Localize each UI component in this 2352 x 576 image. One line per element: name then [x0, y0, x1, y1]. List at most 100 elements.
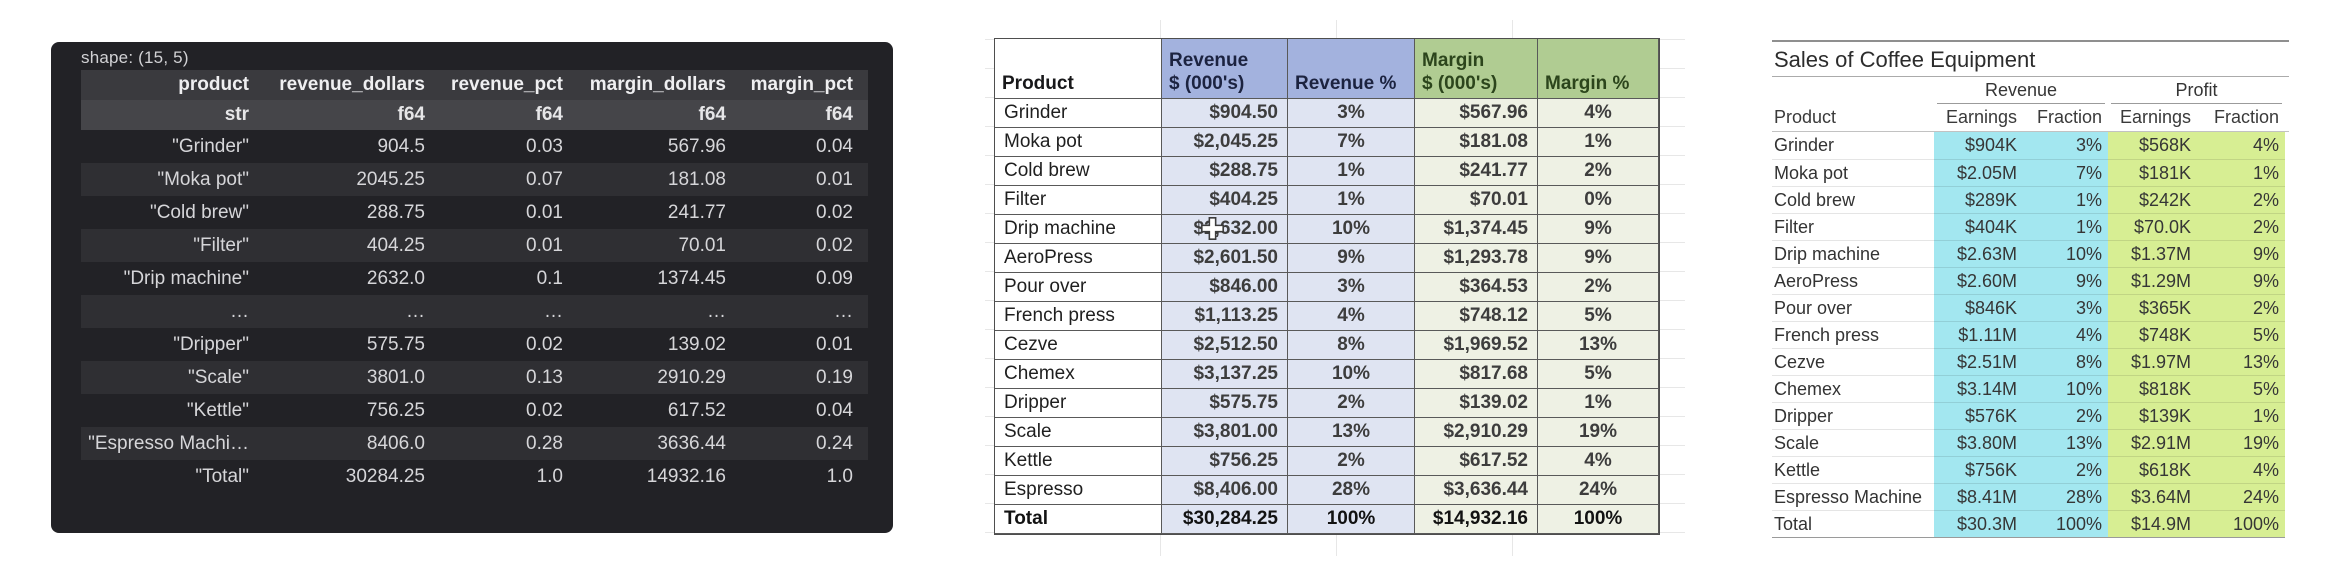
polars-data-row: "Filter" 404.25 0.01 70.01 0.02: [81, 229, 868, 262]
spreadsheet-row-cell[interactable]: 2%: [1538, 157, 1659, 186]
spreadsheet-row-cell[interactable]: $30,284.25: [1162, 505, 1288, 534]
spreadsheet-row-cell[interactable]: 1%: [1538, 389, 1659, 418]
dataframe-shape-label: shape: (15, 5): [81, 48, 189, 67]
report-row: Cezve $2.51M 8% $1.97M 13%: [1772, 348, 2285, 375]
spreadsheet-row-cell[interactable]: $846.00: [1162, 273, 1288, 302]
report-subheader-row-cell: Earnings: [1945, 107, 2017, 127]
spreadsheet-row-cell[interactable]: Pour over: [995, 273, 1162, 302]
spreadsheet-row-cell[interactable]: 9%: [1288, 244, 1415, 273]
spreadsheet-row-cell[interactable]: $3,636.44: [1415, 476, 1538, 505]
spreadsheet-row-cell[interactable]: Filter: [995, 186, 1162, 215]
spreadsheet-row-cell[interactable]: 9%: [1538, 215, 1659, 244]
spreadsheet-row-cell[interactable]: 0%: [1538, 186, 1659, 215]
spreadsheet-header-row-cell[interactable]: Margin %: [1538, 39, 1659, 99]
spreadsheet-row-cell[interactable]: $404.25: [1162, 186, 1288, 215]
spreadsheet-row-cell[interactable]: 24%: [1538, 476, 1659, 505]
spreadsheet-header-row-cell[interactable]: Revenue $ (000's): [1162, 39, 1288, 99]
spreadsheet-row-cell[interactable]: Grinder: [995, 99, 1162, 128]
report-row-cell: Espresso Machine: [1772, 483, 1934, 510]
spreadsheet-row-cell[interactable]: 100%: [1288, 505, 1415, 534]
spreadsheet-row-cell[interactable]: 10%: [1288, 215, 1415, 244]
polars-data-row-cell: 567.96: [667, 136, 726, 157]
spreadsheet-row-cell[interactable]: 5%: [1538, 302, 1659, 331]
report-row-cell: $2.05M: [1934, 159, 2023, 186]
spreadsheet-row-cell[interactable]: Drip machine: [995, 215, 1162, 244]
spreadsheet-row-cell[interactable]: AeroPress: [995, 244, 1162, 273]
spreadsheet-row-cell[interactable]: $756.25: [1162, 447, 1288, 476]
report-row: Espresso Machine $8.41M 28% $3.64M 24%: [1772, 483, 2285, 510]
spreadsheet-row-cell[interactable]: $567.96: [1415, 99, 1538, 128]
spreadsheet-row-cell[interactable]: French press: [995, 302, 1162, 331]
spreadsheet-row-cell[interactable]: $904.50: [1162, 99, 1288, 128]
report-row-cell: 24%: [2197, 483, 2285, 510]
polars-data-row-cell: "Cold brew": [149, 202, 249, 223]
spreadsheet-row-cell[interactable]: 4%: [1538, 99, 1659, 128]
spreadsheet-row-cell[interactable]: 1%: [1288, 157, 1415, 186]
spreadsheet-row-cell[interactable]: $617.52: [1415, 447, 1538, 476]
spreadsheet-row-cell[interactable]: Scale: [995, 418, 1162, 447]
spreadsheet-row-cell[interactable]: Chemex: [995, 360, 1162, 389]
spreadsheet-row-cell[interactable]: Dripper: [995, 389, 1162, 418]
spreadsheet-row: Grinder $904.50 3% $567.96 4%: [995, 99, 1659, 128]
report-row-cell: $748K: [2108, 321, 2197, 348]
report-row-cell: 2%: [2197, 186, 2285, 213]
spreadsheet-row-cell[interactable]: 7%: [1288, 128, 1415, 157]
spreadsheet-row-cell[interactable]: $575.75: [1162, 389, 1288, 418]
spreadsheet-row-cell[interactable]: $1,374.45: [1415, 215, 1538, 244]
spreadsheet-row-cell[interactable]: 9%: [1538, 244, 1659, 273]
spreadsheet-row-cell[interactable]: Cezve: [995, 331, 1162, 360]
spreadsheet-row-cell[interactable]: 100%: [1538, 505, 1659, 534]
spreadsheet-row-cell[interactable]: Espresso Machine: [995, 476, 1162, 505]
spreadsheet-row-cell[interactable]: $181.08: [1415, 128, 1538, 157]
spreadsheet-row-cell[interactable]: $1,293.78: [1415, 244, 1538, 273]
spreadsheet-row-cell[interactable]: 19%: [1538, 418, 1659, 447]
spreadsheet-row-cell[interactable]: 5%: [1538, 360, 1659, 389]
spreadsheet-row-cell[interactable]: 3%: [1288, 273, 1415, 302]
spreadsheet-header-row-cell[interactable]: Margin $ (000's): [1415, 39, 1538, 99]
spreadsheet-row-cell[interactable]: 3%: [1288, 99, 1415, 128]
spreadsheet-row-cell[interactable]: 4%: [1538, 447, 1659, 476]
spreadsheet-row-cell[interactable]: 4%: [1288, 302, 1415, 331]
spreadsheet-row-cell[interactable]: Kettle: [995, 447, 1162, 476]
spreadsheet-row-cell[interactable]: 8%: [1288, 331, 1415, 360]
spreadsheet-row-cell[interactable]: 28%: [1288, 476, 1415, 505]
spreadsheet-row-cell[interactable]: $8,406.00: [1162, 476, 1288, 505]
report-row-cell: 1%: [2197, 402, 2285, 429]
spreadsheet-row-cell[interactable]: $2,601.50: [1162, 244, 1288, 273]
spreadsheet-row-cell[interactable]: 13%: [1538, 331, 1659, 360]
spreadsheet-row-cell[interactable]: $364.53: [1415, 273, 1538, 302]
spreadsheet-row-cell[interactable]: $817.68: [1415, 360, 1538, 389]
spreadsheet-row-cell[interactable]: $1,113.25: [1162, 302, 1288, 331]
spreadsheet-row-cell[interactable]: 13%: [1288, 418, 1415, 447]
report-row-cell: Drip machine: [1772, 240, 1934, 267]
spreadsheet-row-cell[interactable]: 10%: [1288, 360, 1415, 389]
report-row-cell: $30.3M: [1934, 510, 2023, 537]
spreadsheet-row-cell[interactable]: $288.75: [1162, 157, 1288, 186]
spreadsheet-header-row-cell[interactable]: Product: [995, 39, 1162, 99]
spreadsheet-row-cell[interactable]: $3,137.25: [1162, 360, 1288, 389]
report-row-cell: $3.64M: [2108, 483, 2197, 510]
spreadsheet-row-cell[interactable]: $3,801.00: [1162, 418, 1288, 447]
spreadsheet-row-cell[interactable]: $241.77: [1415, 157, 1538, 186]
spreadsheet-row-cell[interactable]: $748.12: [1415, 302, 1538, 331]
polars-data-row-cell: 241.77: [667, 202, 726, 223]
spreadsheet-row-cell[interactable]: 2%: [1288, 447, 1415, 476]
spreadsheet-row-cell[interactable]: 2%: [1538, 273, 1659, 302]
report-row-cell: $139K: [2108, 402, 2197, 429]
spreadsheet-row-cell[interactable]: $139.02: [1415, 389, 1538, 418]
spreadsheet-row-cell[interactable]: $14,932.16: [1415, 505, 1538, 534]
spreadsheet-row-cell[interactable]: $70.01: [1415, 186, 1538, 215]
polars-header-row-cell: revenue_dollars: [259, 70, 435, 100]
spreadsheet-row-cell[interactable]: 1%: [1538, 128, 1659, 157]
report-row-cell: $618K: [2108, 456, 2197, 483]
spreadsheet-row-cell[interactable]: $2,045.25: [1162, 128, 1288, 157]
spreadsheet-row-cell[interactable]: $2,512.50: [1162, 331, 1288, 360]
spreadsheet-row-cell[interactable]: $1,969.52: [1415, 331, 1538, 360]
spreadsheet-row-cell[interactable]: $2,910.29: [1415, 418, 1538, 447]
spreadsheet-row-cell[interactable]: Total: [995, 505, 1162, 534]
spreadsheet-row-cell[interactable]: 2%: [1288, 389, 1415, 418]
spreadsheet-row-cell[interactable]: 1%: [1288, 186, 1415, 215]
spreadsheet-row-cell[interactable]: Cold brew: [995, 157, 1162, 186]
spreadsheet-row-cell[interactable]: Moka pot: [995, 128, 1162, 157]
spreadsheet-header-row-cell[interactable]: Revenue %: [1288, 39, 1415, 99]
